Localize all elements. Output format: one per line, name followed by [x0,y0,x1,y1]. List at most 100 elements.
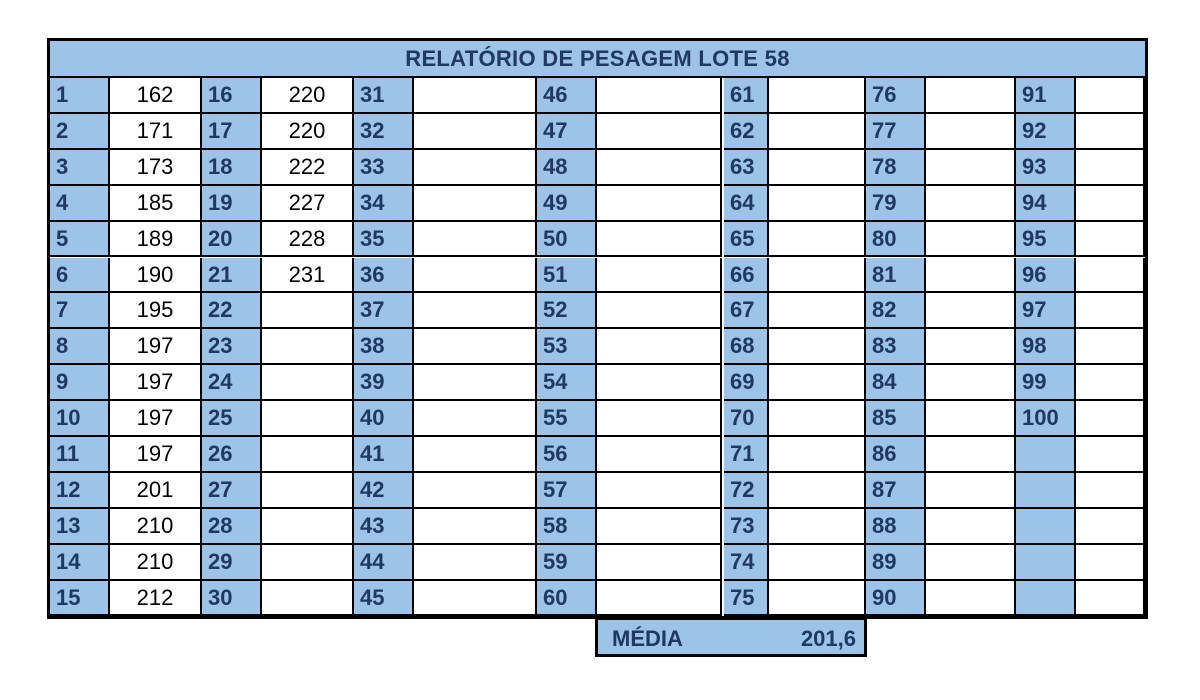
item-number-cell: 76 [866,78,926,114]
weight-value-cell [769,544,866,581]
item-number-cell: 25 [202,401,262,437]
weight-value-cell [597,329,722,366]
item-number-cell: 81 [866,257,926,294]
item-number-cell: 50 [537,221,597,258]
weight-value-cell [926,508,1016,545]
item-number-cell: 43 [354,508,414,545]
item-number-cell: 79 [866,185,926,222]
item-number-cell: 91 [1016,78,1076,114]
item-number-cell: 40 [354,401,414,437]
weight-value-cell: 222 [262,149,354,186]
item-number-cell: 26 [202,437,262,473]
item-number-cell: 49 [537,185,597,222]
item-number-cell: 95 [1016,221,1076,258]
weight-value-cell [262,329,354,366]
item-number-cell: 97 [1016,293,1076,330]
weight-value-cell [926,257,1016,294]
weight-value-cell [597,221,722,258]
weight-value-cell [597,365,722,402]
weight-value-cell [414,365,537,402]
weight-value-cell [414,293,537,330]
weight-value-cell [262,544,354,581]
item-number-cell [1016,508,1076,545]
weight-value-cell [926,472,1016,509]
item-number-cell: 96 [1016,257,1076,294]
weight-value-cell [597,508,722,545]
item-number-cell: 1 [50,78,110,114]
weight-value-cell [414,544,537,581]
item-number-cell: 10 [50,401,110,437]
weight-value-cell [1076,472,1145,509]
item-number-cell: 14 [50,544,110,581]
item-number-cell: 87 [866,472,926,509]
weight-value-cell [1076,365,1145,402]
item-number-cell: 82 [866,293,926,330]
item-number-cell: 42 [354,472,414,509]
weight-value-cell [926,329,1016,366]
item-number-cell: 12 [50,472,110,509]
item-number-cell: 35 [354,221,414,258]
item-number-cell: 89 [866,544,926,581]
item-number-cell: 93 [1016,149,1076,186]
weight-value-cell: 197 [110,437,202,473]
item-number-cell: 19 [202,185,262,222]
item-number-cell: 15 [50,580,110,617]
item-number-cell: 56 [537,437,597,473]
weight-value-cell [414,221,537,258]
weight-value-cell: 197 [110,365,202,402]
weight-value-cell [262,401,354,437]
weight-value-cell [1076,78,1145,114]
weight-value-cell [926,293,1016,330]
weight-value-cell: 162 [110,78,202,114]
weight-value-cell [769,293,866,330]
weight-value-cell [769,401,866,437]
item-number-cell: 48 [537,149,597,186]
weight-value-cell: 201 [110,472,202,509]
weight-value-cell [1076,401,1145,437]
item-number-cell: 92 [1016,113,1076,150]
item-number-cell: 94 [1016,185,1076,222]
weight-value-cell [262,293,354,330]
item-number-cell: 65 [724,221,769,258]
item-number-cell: 33 [354,149,414,186]
item-number-cell: 58 [537,508,597,545]
item-number-cell: 24 [202,365,262,402]
item-number-cell: 4 [50,185,110,222]
weight-value-cell [1076,508,1145,545]
item-number-cell: 62 [724,113,769,150]
weight-value-cell [414,472,537,509]
item-number-cell: 9 [50,365,110,402]
item-number-cell: 39 [354,365,414,402]
item-number-cell: 83 [866,329,926,366]
item-number-cell: 63 [724,149,769,186]
weight-value-cell [1076,149,1145,186]
report-title: RELATÓRIO DE PESAGEM LOTE 58 [50,41,1145,78]
weight-value-cell: 220 [262,113,354,150]
weight-value-cell: 185 [110,185,202,222]
item-number-cell: 73 [724,508,769,545]
item-number-cell: 28 [202,508,262,545]
weight-value-cell [597,257,722,294]
item-number-cell: 55 [537,401,597,437]
item-number-cell: 71 [724,437,769,473]
weight-value-cell [1076,544,1145,581]
weight-value-cell [597,113,722,150]
item-number-cell: 44 [354,544,414,581]
weight-value-cell [1076,257,1145,294]
weight-value-cell [1076,113,1145,150]
weight-value-cell [926,113,1016,150]
item-number-cell: 98 [1016,329,1076,366]
weighing-report-table: RELATÓRIO DE PESAGEM LOTE 58 1 162 2 171 3 17… [47,38,1148,619]
item-number-cell: 64 [724,185,769,222]
weight-value-cell: 197 [110,329,202,366]
item-number-cell: 30 [202,580,262,617]
weight-value-cell [769,580,866,617]
item-number-cell [1016,472,1076,509]
weight-value-cell [769,472,866,509]
weight-value-cell [597,580,722,617]
item-number-cell: 77 [866,113,926,150]
item-number-cell: 57 [537,472,597,509]
item-number-cell: 22 [202,293,262,330]
weight-value-cell [926,78,1016,114]
item-number-cell: 27 [202,472,262,509]
